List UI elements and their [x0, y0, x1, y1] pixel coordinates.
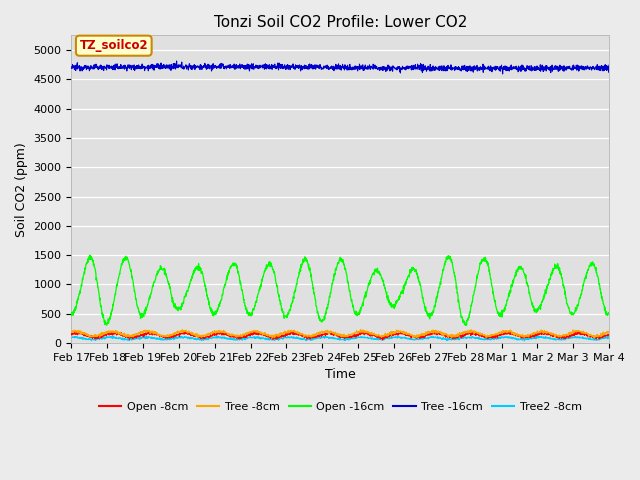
Y-axis label: Soil CO2 (ppm): Soil CO2 (ppm)	[15, 142, 28, 237]
Legend: Open -8cm, Tree -8cm, Open -16cm, Tree -16cm, Tree2 -8cm: Open -8cm, Tree -8cm, Open -16cm, Tree -…	[95, 398, 586, 417]
Title: Tonzi Soil CO2 Profile: Lower CO2: Tonzi Soil CO2 Profile: Lower CO2	[214, 15, 467, 30]
X-axis label: Time: Time	[325, 368, 356, 381]
Text: TZ_soilco2: TZ_soilco2	[79, 39, 148, 52]
